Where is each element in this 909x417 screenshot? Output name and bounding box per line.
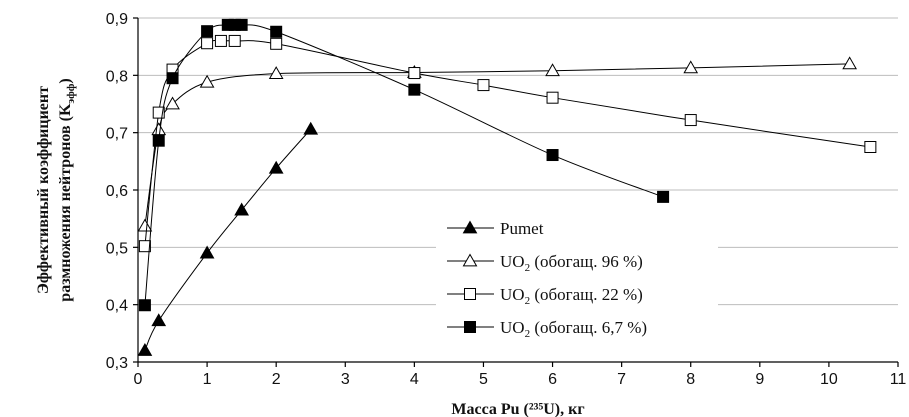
y-axis-title-line2: размножения нейтронов (Kэфф): [57, 78, 77, 301]
x-axis-title: Масса Pu (²³⁵U), кг: [451, 401, 584, 417]
data-point: [228, 34, 241, 47]
data-point: [684, 114, 697, 127]
data-point: [235, 18, 248, 31]
data-point: [408, 83, 421, 96]
data-point: [165, 96, 180, 110]
data-point: [683, 60, 699, 74]
y-axis-title-close: ): [57, 78, 74, 83]
legend-label: UO2 (обогащ. 22 %): [500, 285, 643, 307]
data-point: [199, 245, 215, 259]
data-point: [137, 343, 153, 356]
data-point: [137, 218, 153, 232]
data-point: [303, 121, 319, 135]
data-point: [166, 72, 179, 85]
legend-entry: UO2 (обогащ. 96 %): [447, 252, 643, 274]
data-point: [546, 149, 559, 162]
y-axis-title: Эффективный коэффициент размножения нейт…: [35, 78, 77, 301]
data-point: [138, 299, 151, 312]
data-point: [201, 25, 214, 38]
legend-entry: UO2 (обогащ. 6,7 %): [447, 318, 647, 340]
x-tick-label: 0: [134, 371, 143, 388]
data-point: [546, 91, 559, 104]
data-point: [199, 74, 215, 88]
legend: Pumet UO2 (обогащ. 96 %) UO2 (обогащ. 22 %…: [436, 208, 718, 340]
x-tick-label: 11: [890, 371, 907, 388]
x-tick-label: 4: [410, 371, 419, 388]
data-point: [477, 79, 490, 92]
y-tick-label: 0,8: [106, 68, 128, 85]
y-tick-label: 0,7: [106, 126, 128, 143]
legend-label: Pumet: [500, 219, 544, 238]
y-tick-label: 0,3: [106, 355, 128, 372]
data-point: [152, 134, 165, 147]
legend-label: UO2 (обогащ. 6,7 %): [500, 318, 647, 340]
legend-background: [436, 208, 718, 340]
x-tick-label: 10: [820, 371, 838, 388]
data-point: [545, 63, 560, 77]
data-point: [138, 240, 151, 253]
y-tick-label: 0,5: [106, 240, 128, 257]
x-tick-label: 9: [755, 371, 764, 388]
x-tick-label: 6: [548, 371, 557, 388]
data-point: [151, 122, 167, 136]
y-tick-label: 0,9: [106, 11, 128, 28]
data-point: [657, 190, 670, 203]
x-tick-label: 1: [203, 371, 212, 388]
y-axis-title-line1: Эффективный коэффициент: [35, 86, 52, 294]
legend-label: UO2 (обогащ. 96 %): [500, 252, 643, 274]
data-point: [842, 56, 857, 70]
legend-entry: UO2 (обогащ. 22 %): [447, 285, 643, 307]
legend-marker: [462, 220, 478, 234]
series-group: [137, 18, 877, 356]
series-line: [144, 63, 850, 227]
legend-marker: [464, 321, 476, 333]
y-axis-title-subscript: эфф: [65, 83, 77, 103]
data-point: [270, 25, 283, 38]
x-tick-label: 3: [341, 371, 350, 388]
x-tick-labels: 0 1 2 3 4 5 6 7 8 9 10 11: [134, 371, 907, 388]
data-point: [864, 141, 877, 153]
data-point: [268, 160, 284, 174]
y-tick-label: 0,4: [106, 298, 128, 315]
gridlines: [138, 17, 898, 306]
legend-marker: [462, 253, 478, 267]
y-tick-labels: 0,3 0,4 0,5 0,6 0,7 0,8 0,9: [106, 11, 128, 372]
y-tick-label: 0,6: [106, 183, 128, 200]
legend-entry: Pumet: [447, 219, 544, 238]
series-line: [144, 128, 312, 351]
data-point: [214, 34, 227, 47]
y-axis-title-line2-main: размножения нейтронов (K: [57, 103, 74, 302]
series-1: [137, 121, 319, 356]
data-point: [234, 202, 249, 216]
data-point: [201, 37, 214, 50]
data-point: [270, 37, 283, 50]
data-point: [408, 67, 421, 80]
x-tick-label: 5: [479, 371, 488, 388]
x-tick-label: 2: [272, 371, 281, 388]
data-point: [152, 106, 165, 119]
x-tick-label: 8: [686, 371, 695, 388]
series-4: [138, 18, 670, 312]
axes: [133, 17, 899, 367]
legend-marker: [464, 288, 476, 300]
data-point: [151, 313, 167, 327]
data-point: [268, 66, 284, 79]
x-tick-label: 7: [617, 371, 626, 388]
